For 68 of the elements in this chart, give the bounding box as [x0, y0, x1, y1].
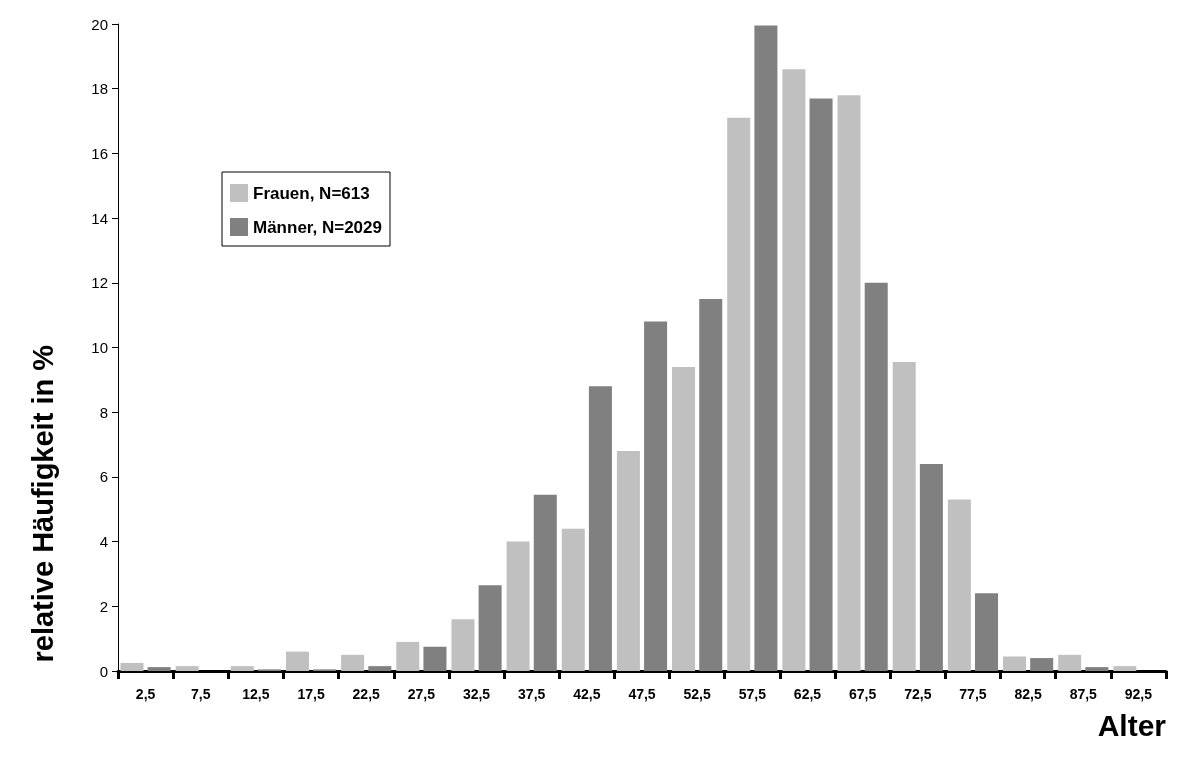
- bar: [809, 98, 833, 671]
- bar: [451, 619, 475, 671]
- bar: [727, 117, 751, 671]
- y-axis-title: relative Häufigkeit in %: [26, 344, 59, 663]
- y-tick-label: 12: [91, 274, 108, 292]
- bar: [1113, 666, 1137, 671]
- bar: [892, 362, 916, 671]
- x-tick-label: 67,5: [849, 686, 877, 702]
- y-tick-label: 18: [91, 80, 108, 98]
- x-tick-label: 27,5: [407, 686, 436, 702]
- x-tick-label: 82,5: [1014, 686, 1042, 702]
- y-tick-label: 0: [99, 662, 108, 680]
- y-tick-label: 6: [99, 468, 108, 486]
- x-tick-label: 17,5: [297, 686, 325, 702]
- x-tick-label: 47,5: [628, 686, 656, 702]
- bar: [506, 541, 530, 671]
- y-tick-label: 14: [91, 209, 108, 227]
- bar: [864, 282, 888, 671]
- bar: [919, 463, 943, 671]
- bar: [561, 528, 585, 671]
- bar: [1030, 658, 1054, 671]
- bar: [230, 666, 254, 671]
- x-tick-label: 62,5: [793, 686, 822, 702]
- bar: [147, 667, 171, 671]
- x-tick-label: 77,5: [959, 686, 987, 702]
- x-tick-label: 72,5: [904, 686, 932, 702]
- bar: [588, 386, 612, 671]
- bar: [423, 646, 447, 671]
- bar: [754, 25, 778, 671]
- bar: [782, 69, 806, 671]
- bar: [1058, 654, 1082, 671]
- x-tick-label: 7,5: [191, 686, 211, 702]
- y-tick-label: 4: [99, 533, 108, 551]
- legend-label: Frauen, N=613: [253, 183, 370, 203]
- y-tick-label: 20: [91, 15, 108, 33]
- y-tick-label: 16: [91, 144, 108, 162]
- bar: [285, 651, 309, 671]
- bar: [120, 662, 144, 671]
- y-tick-label: 8: [99, 403, 108, 421]
- bar: [396, 641, 420, 671]
- bar: [1085, 667, 1109, 671]
- y-tick-label: 2: [99, 597, 108, 615]
- bar: [837, 95, 861, 671]
- x-tick-label: 22,5: [352, 686, 381, 702]
- x-tick-label: 57,5: [738, 686, 767, 702]
- x-tick-label: 32,5: [462, 686, 491, 702]
- bar: [1003, 656, 1027, 671]
- x-axis-title: Alter: [1097, 708, 1167, 742]
- legend-label: Männer, N=2029: [253, 217, 382, 237]
- bar: [616, 451, 640, 671]
- bar: [175, 666, 199, 671]
- x-tick-label: 12,5: [242, 686, 270, 702]
- bar: [368, 666, 392, 671]
- bar: [644, 321, 668, 671]
- bar: [699, 298, 723, 671]
- x-tick-label: 87,5: [1069, 686, 1098, 702]
- bar: [975, 593, 999, 671]
- x-tick-label: 42,5: [573, 686, 601, 702]
- x-tick-label: 52,5: [683, 686, 711, 702]
- bar: [341, 654, 365, 671]
- x-tick-label: 2,5: [135, 686, 156, 702]
- bar: [672, 366, 696, 671]
- bar: [478, 585, 502, 671]
- y-tick-label: 10: [91, 339, 108, 356]
- x-tick-label: 92,5: [1124, 686, 1153, 702]
- bar: [947, 499, 971, 671]
- bar: [533, 494, 557, 671]
- x-tick-label: 37,5: [518, 686, 546, 702]
